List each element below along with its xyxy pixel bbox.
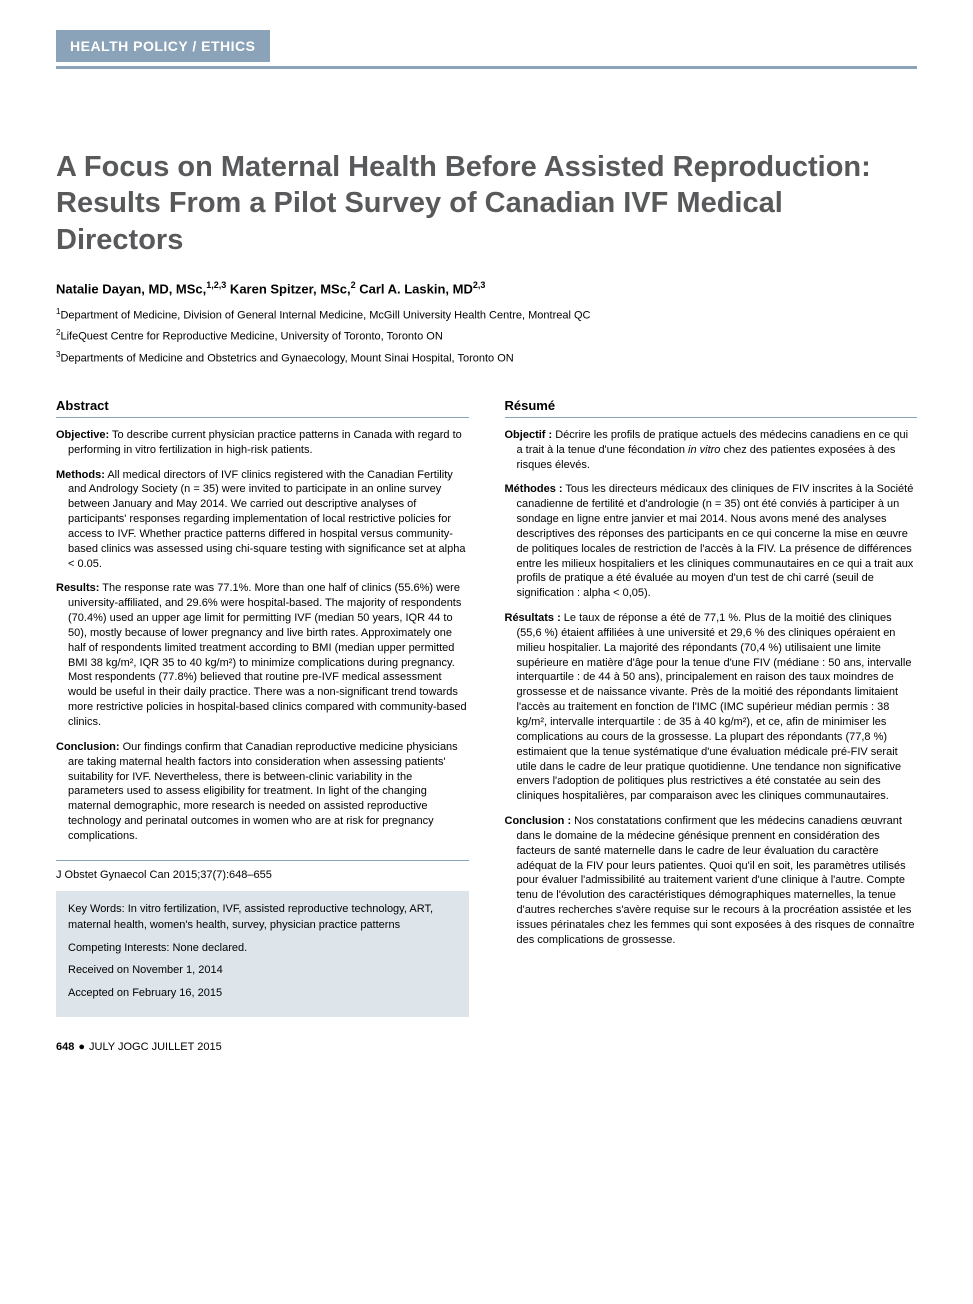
right-column: Résumé Objectif : Décrire les profils de…: [505, 398, 918, 1017]
abstract-heading: Abstract: [56, 398, 469, 418]
resume-resultats-label: Résultats :: [505, 612, 561, 624]
affiliation-1: 1Department of Medicine, Division of Gen…: [56, 306, 917, 325]
resume-objectif-text: Décrire les profils de pratique actuels …: [517, 429, 909, 471]
category-rule: [56, 66, 917, 69]
resume-objectif: Objectif : Décrire les profils de pratiq…: [505, 428, 918, 473]
keywords-box: Key Words: In vitro fertilization, IVF, …: [56, 891, 469, 1018]
keywords-row: Key Words: In vitro fertilization, IVF, …: [68, 901, 457, 934]
abstract-results-label: Results:: [56, 582, 99, 594]
resume-conclusion-text: Nos constatations confirment que les méd…: [517, 815, 915, 946]
accepted-date: Accepted on February 16, 2015: [68, 985, 457, 1002]
abstract-methods-label: Methods:: [56, 469, 105, 481]
resume-resultats-text: Le taux de réponse a été de 77,1 %. Plus…: [517, 612, 912, 802]
page: HEALTH POLICY / ETHICS A Focus on Matern…: [0, 0, 973, 1073]
abstract-results: Results: The response rate was 77.1%. Mo…: [56, 581, 469, 729]
abstract-objective: Objective: To describe current physician…: [56, 428, 469, 458]
abstract-methods-text: All medical directors of IVF clinics reg…: [68, 469, 465, 570]
resume-conclusion-label: Conclusion :: [505, 815, 572, 827]
footer-bullet-icon: ●: [78, 1041, 85, 1053]
resume-objectif-label: Objectif :: [505, 429, 553, 441]
abstract-methods: Methods: All medical directors of IVF cl…: [56, 468, 469, 572]
affiliations: 1Department of Medicine, Division of Gen…: [56, 306, 917, 368]
two-column-body: Abstract Objective: To describe current …: [56, 398, 917, 1017]
citation: J Obstet Gynaecol Can 2015;37(7):648–655: [56, 860, 469, 881]
keywords-label: Key Words:: [68, 903, 125, 915]
abstract-conclusion-text: Our findings confirm that Canadian repro…: [68, 741, 458, 842]
abstract-objective-text: To describe current physician practice p…: [68, 429, 462, 456]
affiliation-3: 3Departments of Medicine and Obstetrics …: [56, 349, 917, 368]
competing-interests: Competing Interests: None declared.: [68, 940, 457, 957]
abstract-conclusion: Conclusion: Our findings confirm that Ca…: [56, 740, 469, 844]
resume-methodes-label: Méthodes :: [505, 483, 563, 495]
left-column: Abstract Objective: To describe current …: [56, 398, 469, 1017]
abstract-objective-label: Objective:: [56, 429, 109, 441]
abstract-results-text: The response rate was 77.1%. More than o…: [68, 582, 467, 728]
category-badge: HEALTH POLICY / ETHICS: [56, 30, 270, 62]
category-header-wrap: HEALTH POLICY / ETHICS: [56, 30, 917, 69]
resume-methodes: Méthodes : Tous les directeurs médicaux …: [505, 482, 918, 601]
affiliation-2: 2LifeQuest Centre for Reproductive Medic…: [56, 327, 917, 346]
resume-conclusion: Conclusion : Nos constatations confirmen…: [505, 814, 918, 948]
resume-methodes-text: Tous les directeurs médicaux des cliniqu…: [517, 483, 914, 599]
abstract-conclusion-label: Conclusion:: [56, 741, 120, 753]
footer-journal: JULY JOGC JUILLET 2015: [89, 1041, 222, 1053]
received-date: Received on November 1, 2014: [68, 962, 457, 979]
resume-heading: Résumé: [505, 398, 918, 418]
page-footer: 648 ● JULY JOGC JUILLET 2015: [56, 1041, 917, 1053]
resume-resultats: Résultats : Le taux de réponse a été de …: [505, 611, 918, 804]
article-title: A Focus on Maternal Health Before Assist…: [56, 149, 917, 258]
page-number: 648: [56, 1041, 74, 1053]
authors-line: Natalie Dayan, MD, MSc,1,2,3 Karen Spitz…: [56, 280, 917, 296]
